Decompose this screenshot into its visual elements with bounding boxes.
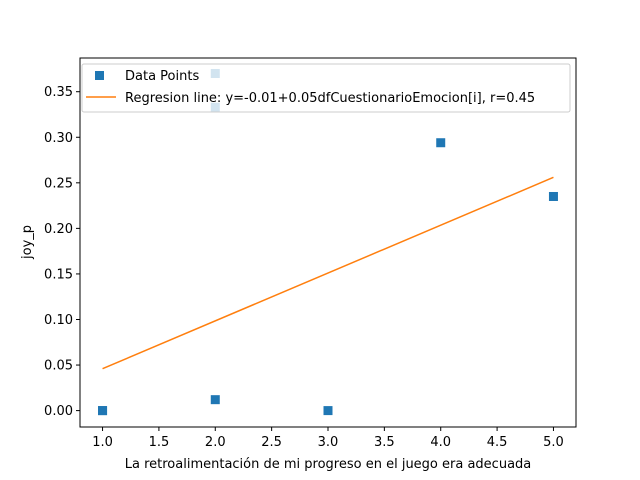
x-tick-label: 2.0 xyxy=(205,435,226,450)
legend-label-data-points: Data Points xyxy=(125,69,199,84)
x-tick-label: 2.5 xyxy=(261,435,282,450)
data-point xyxy=(548,191,558,201)
y-tick-label: 0.30 xyxy=(44,131,73,146)
legend-box xyxy=(81,63,571,113)
data-point xyxy=(436,138,446,148)
data-point xyxy=(98,406,108,416)
x-tick-label: 4.0 xyxy=(430,435,451,450)
legend: Data Points Regresion line: y=-0.01+0.05… xyxy=(81,63,571,113)
x-tick-label: 1.5 xyxy=(149,435,170,450)
x-axis-label: La retroalimentación de mi progreso en e… xyxy=(125,457,532,472)
y-tick-label: 0.25 xyxy=(44,176,73,191)
y-tick-label: 0.20 xyxy=(44,222,73,237)
legend-label-regression-line: Regresion line: y=-0.01+0.05dfCuestionar… xyxy=(125,91,535,106)
y-tick-label: 0.10 xyxy=(44,313,73,328)
data-point xyxy=(323,406,333,416)
x-tick-label: 3.5 xyxy=(374,435,395,450)
x-tick-label: 4.5 xyxy=(487,435,508,450)
y-tick-label: 0.15 xyxy=(44,267,73,282)
y-tick-label: 0.35 xyxy=(44,85,73,100)
x-tick-label: 3.0 xyxy=(318,435,339,450)
y-tick-label: 0.05 xyxy=(44,359,73,374)
y-tick-label: 0.00 xyxy=(44,404,73,419)
x-tick-label: 1.0 xyxy=(92,435,113,450)
data-point xyxy=(210,395,220,405)
regression-line xyxy=(102,176,554,370)
x-tick-label: 5.0 xyxy=(543,435,564,450)
legend-marker-data-points xyxy=(95,71,104,80)
y-axis-label: joy_p xyxy=(20,225,35,260)
x-axis: 1.0 1.5 2.0 2.5 3.0 3.5 4.0 4.5 5.0 xyxy=(92,427,564,450)
y-axis: 0.00 0.05 0.10 0.15 0.20 0.25 0.30 0.35 xyxy=(44,85,80,419)
